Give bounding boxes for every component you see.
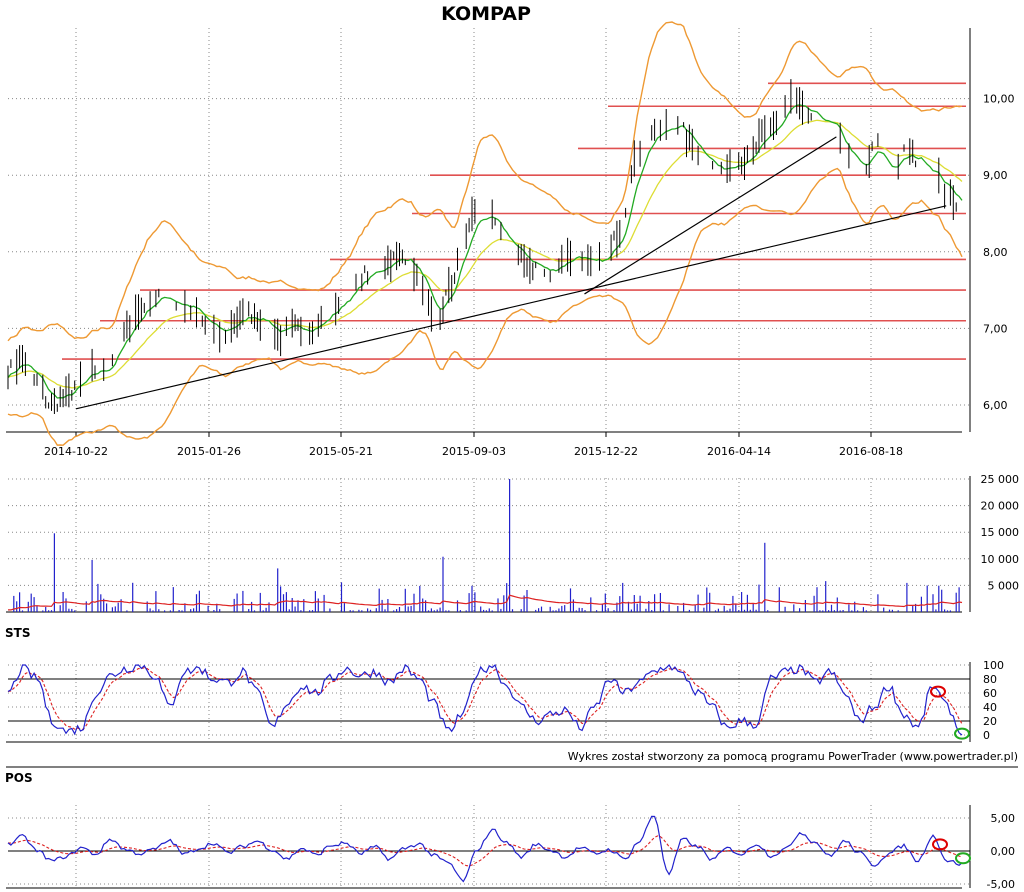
sts-y-tick: 40 — [983, 701, 997, 714]
price-x-tick: 2015-12-22 — [574, 445, 638, 458]
pos-green-marker — [955, 852, 971, 865]
sts-y-tick: 20 — [983, 715, 997, 728]
price-y-tick: 10,00 — [983, 93, 1015, 106]
chart-title: KOMPAP — [441, 3, 531, 25]
credit-text: Wykres został stworzony za pomocą progra… — [568, 750, 1018, 763]
price-x-tick: 2015-01-26 — [177, 445, 241, 458]
sts-y-tick: 100 — [983, 659, 1004, 672]
volume-y-tick: 15 000 — [981, 526, 1020, 539]
pos-y-tick: 0,00 — [991, 845, 1016, 858]
volume-average-line — [8, 594, 963, 611]
sts-panel-label: STS — [5, 626, 30, 640]
price-panel: 6,00 7,00 8,00 9,00 10,00 2014-10-22 2015-01-2… — [6, 21, 1015, 888]
volume-y-tick: 20 000 — [981, 500, 1020, 513]
bollinger-upper-line — [7, 21, 963, 342]
trendline — [75, 205, 947, 410]
volume-y-tick: 25 000 — [981, 473, 1020, 486]
pos-signal-line — [7, 835, 963, 867]
bollinger-lower-line — [7, 167, 963, 446]
volume-y-tick: 10 000 — [981, 553, 1020, 566]
pos-y-tick: -5,00 — [987, 878, 1015, 891]
sts-y-tick: 80 — [983, 673, 997, 686]
price-x-tick: 2015-05-21 — [309, 445, 373, 458]
price-x-tick: 2016-08-18 — [839, 445, 903, 458]
sts-main-line — [7, 663, 963, 736]
sts-y-tick: 60 — [983, 687, 997, 700]
pos-y-tick: 5,00 — [991, 812, 1016, 825]
price-y-tick: 9,00 — [983, 169, 1008, 182]
volume-y-tick: 5 000 — [988, 579, 1020, 592]
pos-panel: POS 5,00 0,00 -5,00 — [5, 771, 1015, 891]
price-x-tick: 2015-09-03 — [442, 445, 506, 458]
sts-y-tick: 0 — [983, 729, 990, 742]
pos-red-marker — [932, 838, 948, 851]
price-x-tick: 2014-10-22 — [44, 445, 108, 458]
price-y-tick: 8,00 — [983, 246, 1008, 259]
moving-average-long-line — [7, 119, 963, 389]
sts-red-marker — [930, 685, 946, 698]
price-y-tick: 7,00 — [983, 322, 1008, 335]
volume-panel: 5 000 10 000 15 000 20 000 25 000 — [6, 473, 1020, 613]
sts-green-marker — [954, 727, 970, 740]
pos-panel-label: POS — [5, 771, 33, 785]
pos-main-line — [7, 815, 963, 883]
trendline — [584, 136, 837, 295]
price-y-tick: 6,00 — [983, 399, 1008, 412]
price-x-tick: 2016-04-14 — [707, 445, 771, 458]
